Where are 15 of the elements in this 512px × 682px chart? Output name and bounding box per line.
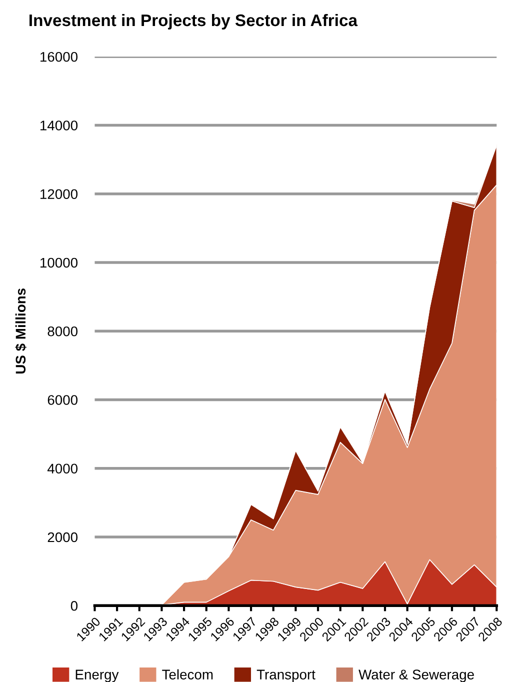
y-axis-title: US $ Millions (15, 288, 26, 374)
y-tick-label: 0 (70, 600, 78, 611)
chart-title: Investment in Projects by Sector in Africa (30, 14, 358, 30)
legend-label: Water & Sewerage (358, 670, 474, 682)
legend-label: Energy (76, 670, 119, 682)
y-tick-label: 6000 (48, 395, 78, 405)
legend-label: Transport (256, 670, 316, 682)
y-tick-label: 16000 (40, 52, 78, 62)
y-tick-label: 10000 (40, 258, 78, 268)
y-tick-label: 12000 (40, 189, 78, 200)
y-tick-label: 14000 (40, 120, 78, 130)
y-tick-label: 2000 (48, 532, 78, 542)
y-tick-label: 4000 (47, 464, 78, 474)
legend-label: Telecom (162, 669, 213, 680)
y-tick-label: 8000 (48, 326, 78, 336)
